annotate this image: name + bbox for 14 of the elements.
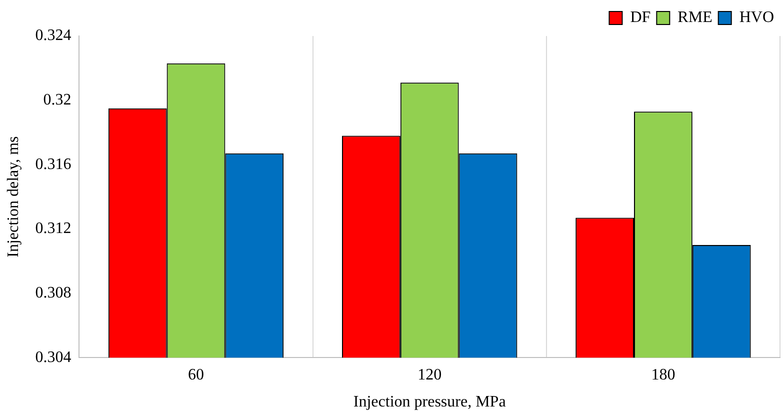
y-tick-label: 0.304: [35, 348, 72, 366]
y-tick-label: 0.324: [35, 27, 72, 44]
y-axis-title: Injection delay, ms: [4, 136, 22, 258]
x-tick-label: 180: [651, 366, 676, 384]
legend-label: HVO: [739, 9, 774, 26]
x-tick-label: 120: [418, 366, 442, 384]
legend-label: DF: [630, 9, 651, 26]
y-tick-label: 0.312: [35, 220, 72, 238]
legend-label: RME: [678, 9, 712, 26]
x-tick-label: 60: [188, 366, 204, 384]
y-tick-label: 0.308: [35, 284, 72, 302]
y-tick-label: 0.316: [35, 156, 72, 173]
y-tick-label: 0.32: [43, 92, 72, 109]
x-axis-title: Injection pressure, MPa: [353, 394, 506, 411]
